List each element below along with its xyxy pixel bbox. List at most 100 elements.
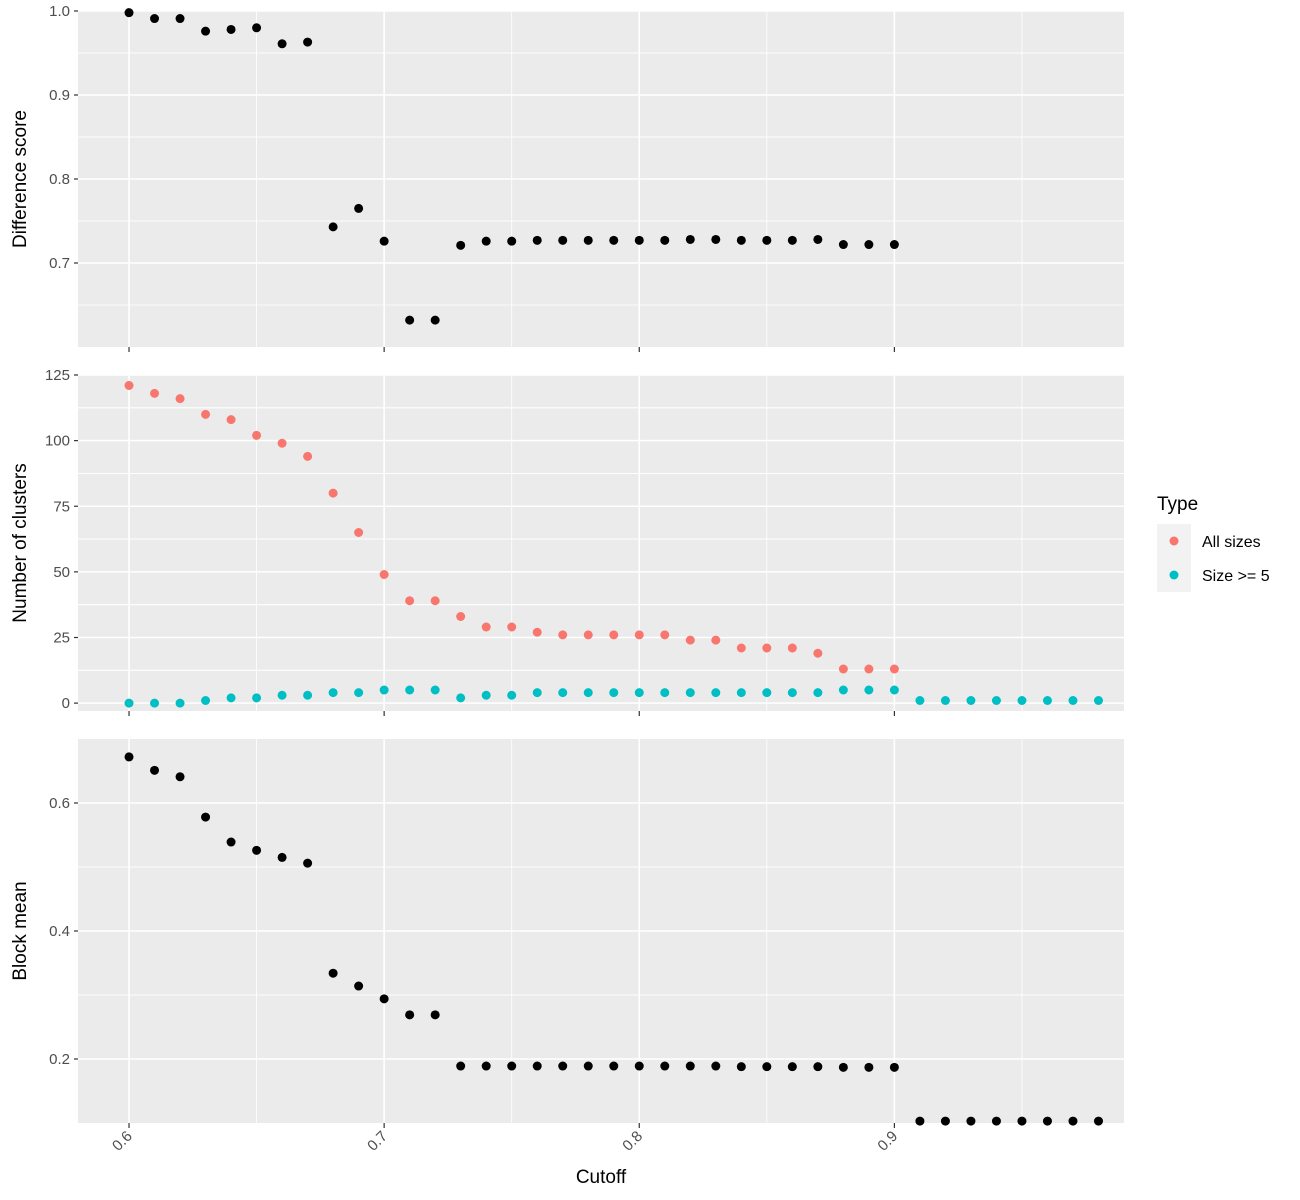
data-point <box>277 852 287 862</box>
data-point <box>813 688 823 698</box>
data-point <box>405 315 415 325</box>
data-point <box>379 685 389 695</box>
legend-marker-all-sizes <box>1169 536 1179 546</box>
legend-label-all-sizes: All sizes <box>1202 534 1261 551</box>
data-point <box>1017 1116 1027 1126</box>
data-point <box>634 630 644 640</box>
data-point <box>1042 1116 1052 1126</box>
data-point <box>175 14 185 24</box>
data-point <box>711 234 721 244</box>
data-point <box>660 235 670 245</box>
data-point <box>201 812 211 822</box>
data-point <box>762 688 772 698</box>
data-point <box>379 236 389 246</box>
data-point <box>252 693 262 703</box>
data-point <box>736 1062 746 1072</box>
data-point <box>532 1061 542 1071</box>
data-point <box>124 752 134 762</box>
difference-score-panel: 0.7 0.8 0.9 1.0 Difference score <box>10 3 1124 352</box>
x-tick-label: 0.8 <box>619 1128 646 1155</box>
panel-background <box>78 375 1124 711</box>
data-point <box>609 1061 619 1071</box>
data-point <box>303 858 313 868</box>
legend-title: Type <box>1157 494 1198 515</box>
data-point <box>685 1061 695 1071</box>
data-point <box>1068 1116 1078 1126</box>
data-point <box>711 1061 721 1071</box>
y-tick-label: 100 <box>45 433 70 450</box>
data-point <box>328 968 338 978</box>
data-point <box>966 696 976 705</box>
data-point <box>481 1061 491 1071</box>
data-point <box>175 394 185 404</box>
data-point <box>456 1061 466 1071</box>
data-point <box>532 235 542 245</box>
data-point <box>328 222 338 232</box>
y-tick-label: 25 <box>53 630 70 647</box>
data-point <box>915 1116 925 1126</box>
data-point <box>430 1010 440 1020</box>
data-point <box>481 622 491 632</box>
data-point <box>660 1061 670 1071</box>
data-point <box>124 698 134 708</box>
data-point <box>405 596 415 606</box>
data-point <box>940 696 950 705</box>
data-point <box>354 528 364 537</box>
data-point <box>201 409 211 419</box>
data-point <box>379 570 389 579</box>
data-point <box>303 37 313 47</box>
data-point <box>430 685 440 695</box>
data-point <box>532 688 542 698</box>
data-point <box>583 688 593 698</box>
data-point <box>456 612 466 621</box>
data-point <box>787 643 797 653</box>
data-point <box>430 596 440 606</box>
data-point <box>558 235 568 245</box>
data-point <box>685 234 695 244</box>
y-tick-label: 0.9 <box>49 87 70 104</box>
data-point <box>685 635 695 645</box>
data-point <box>303 451 313 461</box>
data-point <box>405 685 415 695</box>
data-point <box>966 1116 976 1126</box>
data-point <box>481 236 491 246</box>
data-point <box>354 203 364 213</box>
legend-label-size-5: Size >= 5 <box>1202 568 1270 585</box>
y-tick-label: 125 <box>45 367 70 384</box>
data-point <box>787 688 797 698</box>
data-point <box>762 235 772 245</box>
data-point <box>762 1062 772 1072</box>
data-point <box>864 685 874 695</box>
data-point <box>685 688 695 698</box>
y-axis-title: Difference score <box>10 110 31 248</box>
y-tick-label: 0.6 <box>49 795 70 812</box>
data-point <box>864 240 874 250</box>
data-point <box>226 415 236 425</box>
y-tick-label: 0.8 <box>49 171 70 188</box>
legend: Type All sizes Size >= 5 <box>1157 494 1270 592</box>
x-tick-label: 0.9 <box>874 1128 901 1155</box>
data-point <box>303 690 313 700</box>
data-point <box>583 235 593 245</box>
data-point <box>889 240 899 250</box>
data-point <box>252 23 262 33</box>
data-point <box>609 630 619 640</box>
data-point <box>660 630 670 640</box>
data-point <box>277 690 287 700</box>
data-point <box>889 685 899 695</box>
data-point <box>507 690 517 700</box>
data-point <box>150 388 160 398</box>
data-point <box>838 664 848 674</box>
data-point <box>328 488 338 498</box>
data-point <box>1017 696 1027 705</box>
x-tick-label: 0.6 <box>109 1128 136 1155</box>
data-point <box>558 1061 568 1071</box>
x-axis-title: Cutoff <box>576 1167 627 1188</box>
data-point <box>558 630 568 640</box>
data-point <box>838 685 848 695</box>
block-mean-panel: 0.2 0.4 0.6 0.6 0.7 0.8 0.9 Block mean <box>10 739 1124 1155</box>
data-point <box>991 1116 1001 1126</box>
data-point <box>915 696 925 705</box>
data-point <box>252 430 262 440</box>
